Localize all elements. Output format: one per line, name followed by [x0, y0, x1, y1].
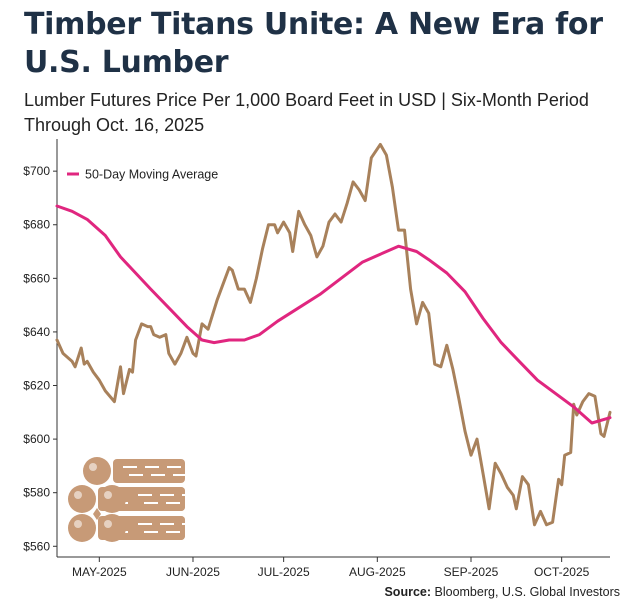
y-tick-label: $640	[23, 325, 50, 339]
x-tick-label: OCT-2025	[534, 565, 590, 579]
y-tick-label: $700	[23, 164, 50, 178]
y-tick-label: $560	[23, 539, 50, 553]
y-tick-label: $620	[23, 379, 50, 393]
y-tick-label: $580	[23, 486, 50, 500]
x-tick-label: SEP-2025	[444, 565, 499, 579]
source-label: Source:	[384, 585, 432, 599]
y-tick-label: $660	[23, 271, 50, 285]
x-tick-label: AUG-2025	[349, 565, 406, 579]
source-text: Bloomberg, U.S. Global Investors	[434, 585, 621, 599]
x-tick-label: JUL-2025	[258, 565, 310, 579]
legend-label: 50-Day Moving Average	[85, 168, 218, 182]
moving-average-series-line	[55, 204, 612, 425]
chart-title: Timber Titans Unite: A New Era for U.S. …	[24, 7, 603, 80]
x-tick-label: MAY-2025	[72, 565, 127, 579]
y-tick-label: $600	[23, 432, 50, 446]
x-tick-label: JUN-2025	[166, 565, 220, 579]
chart-subtitle: Lumber Futures Price Per 1,000 Board Fee…	[24, 90, 589, 135]
y-tick-label: $680	[23, 218, 50, 232]
source-note: Source: Bloomberg, U.S. Global Investors	[384, 585, 620, 599]
price-series-line	[55, 142, 612, 527]
lumber-logs-icon	[68, 457, 202, 542]
